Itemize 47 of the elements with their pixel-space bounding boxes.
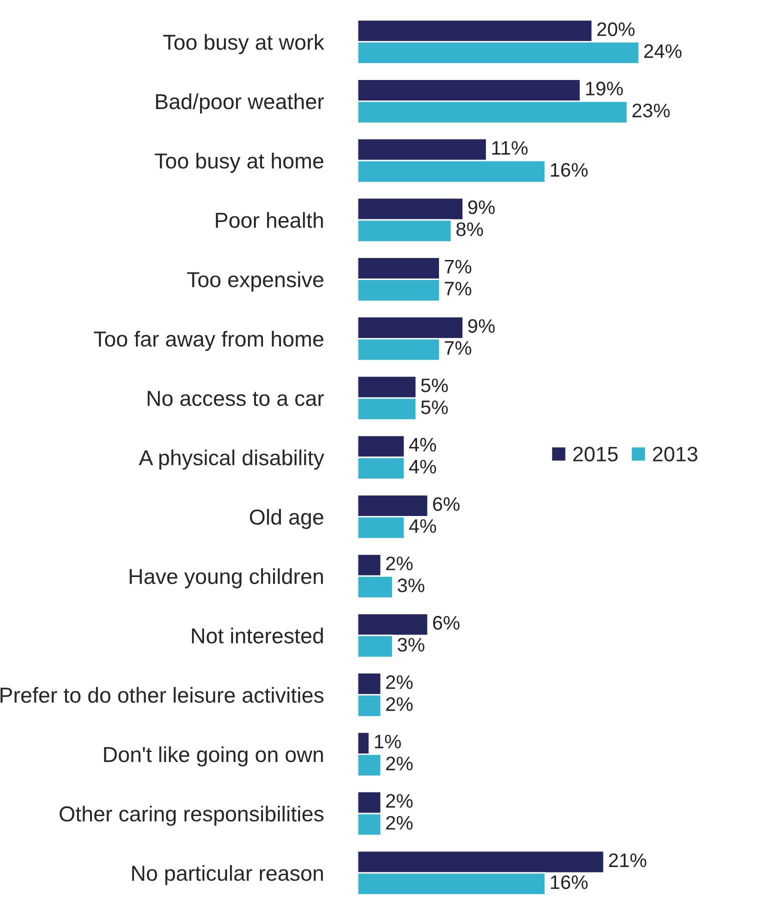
data-label: 11%	[492, 141, 528, 155]
y-tick-label: Too far away from home	[94, 330, 324, 351]
data-label: 8%	[456, 222, 483, 236]
y-tick-label: Too expensive	[187, 272, 324, 292]
data-label: 2%	[386, 556, 413, 570]
data-label: 21%	[609, 853, 646, 868]
data-label: 6%	[433, 616, 460, 630]
data-label: 24%	[644, 44, 682, 58]
y-tick-label: Other caring responsibilities	[60, 806, 324, 826]
data-label: 2%	[386, 697, 413, 711]
data-label: 23%	[632, 104, 670, 118]
y-tick-label: Old age	[250, 508, 324, 530]
y-tick-label: No particular reason	[132, 865, 323, 886]
data-label: 6%	[433, 497, 460, 511]
data-label: 1%	[374, 734, 401, 748]
y-tick-label: Too busy at home	[154, 152, 324, 173]
data-label: 9%	[468, 200, 495, 214]
y-tick-label: Poor health	[216, 212, 323, 228]
data-label: 5%	[421, 378, 448, 392]
data-label: 19%	[586, 82, 623, 96]
legend-label: 2015	[573, 446, 618, 462]
legend-label: 2013	[652, 446, 698, 462]
data-label: 9%	[468, 319, 495, 333]
data-label: 3%	[398, 578, 424, 592]
data-label: 4%	[409, 460, 436, 474]
data-label: 2%	[386, 675, 413, 689]
data-label: 7%	[444, 341, 472, 355]
y-tick-label: Prefer to do other leisure activities	[0, 687, 324, 703]
data-label: 7%	[444, 282, 472, 296]
data-label: 20%	[597, 22, 635, 36]
y-tick-label: Too busy at work	[163, 34, 324, 54]
data-label: 16%	[550, 163, 588, 177]
y-tick-label: Have young children	[130, 568, 323, 588]
y-tick-label: Bad/poor weather	[156, 93, 324, 114]
data-label: 2%	[386, 816, 413, 830]
data-label: 5%	[421, 400, 448, 414]
y-tick-label: No access to a car	[148, 391, 324, 406]
data-label: 7%	[444, 260, 472, 274]
y-tick-label: A physical disability	[138, 450, 324, 470]
data-label: 2%	[386, 794, 413, 808]
data-label: 4%	[409, 438, 436, 452]
data-label: 4%	[409, 519, 436, 533]
y-tick-label: Don't like going on own	[104, 746, 323, 766]
data-label: 2%	[386, 756, 413, 770]
y-tick-label: Not interested	[192, 628, 323, 644]
data-label: 3%	[398, 638, 424, 652]
data-label: 16%	[550, 875, 588, 890]
